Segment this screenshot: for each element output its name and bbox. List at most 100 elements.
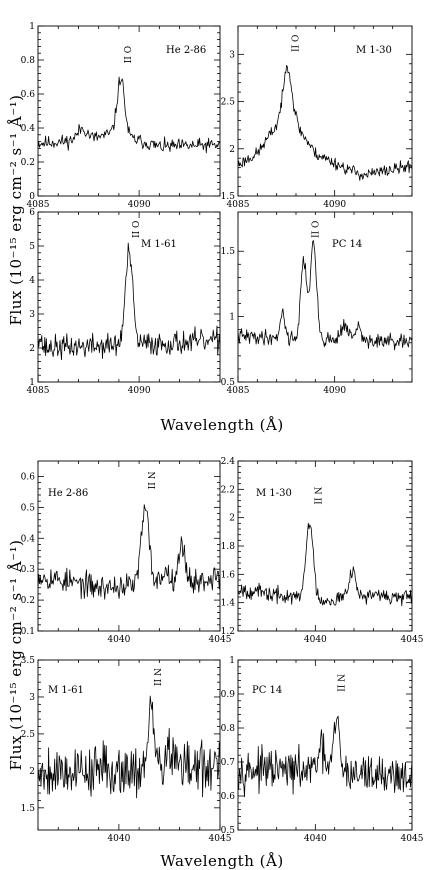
x-tick-label: 4040 bbox=[304, 834, 327, 844]
y-tick-label: 0.4 bbox=[21, 534, 36, 544]
y-tick-label: 3 bbox=[29, 693, 35, 703]
x-tick-label: 4045 bbox=[401, 635, 424, 645]
y-tick-label: 3 bbox=[29, 310, 35, 320]
y-axis-title-top: Flux (10⁻¹⁵ erg cm⁻² s⁻¹ Å⁻¹) bbox=[7, 95, 25, 326]
panel-4: 0.5 1 1.5 4085 4090 PC 14 O II bbox=[221, 211, 413, 396]
y-tick-label: 1.5 bbox=[221, 192, 236, 202]
y-tick-label: 0.3 bbox=[21, 565, 36, 575]
y-tick-label: 2 bbox=[229, 514, 235, 524]
y-tick-label: 0.5 bbox=[221, 378, 236, 388]
sample-name: PC 14 bbox=[252, 685, 282, 696]
y-tick-label: 0.6 bbox=[221, 792, 236, 802]
sample-name: PC 14 bbox=[332, 239, 362, 250]
y-tick-label: 2.2 bbox=[221, 485, 235, 495]
spectrum-line bbox=[37, 504, 221, 600]
x-tick-label: 4090 bbox=[323, 200, 346, 210]
y-tick-label: 1.2 bbox=[221, 627, 235, 637]
y-tick-label: 0.2 bbox=[21, 596, 35, 606]
panel-8: 0.5 0.6 0.7 0.8 0.9 1 4040 4045 PC 14 N II bbox=[221, 656, 424, 844]
y-tick-label: 0.6 bbox=[21, 472, 36, 482]
panel-2: 1.5 2 2.5 3 4085 4090 M 1-30 O II bbox=[221, 25, 413, 210]
y-tick-label: 0.9 bbox=[221, 690, 236, 700]
line-id-label: O II bbox=[121, 46, 131, 64]
sample-name: M 1-30 bbox=[356, 45, 392, 56]
y-tick-label: 0.8 bbox=[21, 56, 36, 66]
y-tick-label: 0.5 bbox=[21, 503, 36, 513]
y-tick-label: 6 bbox=[29, 208, 35, 218]
y-tick-label: 3 bbox=[229, 50, 235, 60]
x-tick-label: 4045 bbox=[401, 834, 424, 844]
spectrum-line bbox=[37, 76, 221, 154]
y-tick-label: 1 bbox=[229, 656, 235, 666]
y-tick-label: 1 bbox=[29, 378, 35, 388]
y-tick-label: 0.5 bbox=[221, 826, 236, 836]
line-id-label: O II bbox=[129, 221, 139, 239]
sample-name: He 2-86 bbox=[48, 488, 88, 499]
y-tick-label: 2 bbox=[229, 145, 235, 155]
y-tick-label: 1.5 bbox=[221, 247, 236, 257]
plot-frame bbox=[37, 25, 221, 197]
y-tick-label: 2.5 bbox=[21, 730, 36, 740]
x-tick-label: 4045 bbox=[209, 635, 232, 645]
sample-name: He 2-86 bbox=[166, 45, 206, 56]
spectrum-line bbox=[237, 522, 413, 607]
x-tick-label: 4085 bbox=[227, 200, 250, 210]
spectrum-line bbox=[237, 715, 413, 798]
line-id-label: O II bbox=[288, 35, 298, 53]
spectrum-line bbox=[37, 242, 221, 361]
x-tick-label: 4045 bbox=[209, 834, 232, 844]
panel-6: 1.2 1.4 1.6 1.8 2 2.2 2.4 4040 4045 M 1-30 N II bbox=[221, 457, 424, 645]
y-tick-label: 0.4 bbox=[21, 124, 36, 134]
y-tick-label: 1 bbox=[229, 313, 235, 323]
line-id-label: N II bbox=[151, 668, 161, 686]
plot-frame bbox=[37, 211, 221, 383]
y-tick-label: 2.4 bbox=[221, 457, 236, 467]
panel-7: 1.5 2 2.5 3 3.5 4040 4045 M 1-61 N II bbox=[21, 656, 232, 844]
panel-5: 0.1 0.2 0.3 0.4 0.5 0.6 4040 4045 He 2-86 N II bbox=[21, 460, 232, 645]
x-axis-title-bottom: Wavelength (Å) bbox=[160, 852, 283, 870]
x-tick-label: 4090 bbox=[128, 386, 151, 396]
y-tick-label: 0.1 bbox=[21, 627, 35, 637]
y-tick-label: 1 bbox=[29, 22, 35, 32]
x-tick-label: 4085 bbox=[27, 200, 50, 210]
sample-name: M 1-61 bbox=[48, 685, 84, 696]
panel-3: 1 2 3 4 5 6 4085 4090 M 1-61O II bbox=[27, 208, 221, 396]
spectrum-line bbox=[37, 695, 221, 799]
x-tick-label: 4040 bbox=[107, 834, 130, 844]
y-tick-label: 1.6 bbox=[221, 570, 236, 580]
y-tick-label: 3.5 bbox=[21, 656, 36, 666]
x-axis-title-top: Wavelength (Å) bbox=[160, 416, 283, 434]
y-tick-label: 1.8 bbox=[221, 542, 236, 552]
y-tick-label: 0.2 bbox=[21, 158, 35, 168]
line-id-label: O II bbox=[309, 221, 319, 239]
y-axis-title-bottom: Flux (10⁻¹⁵ erg cm⁻² s⁻¹ Å⁻¹) bbox=[7, 540, 25, 771]
y-tick-label: 0 bbox=[29, 192, 35, 202]
y-tick-label: 2 bbox=[29, 344, 35, 354]
plot-frame bbox=[237, 460, 413, 632]
x-tick-label: 4085 bbox=[27, 386, 50, 396]
y-tick-label: 0.6 bbox=[21, 90, 36, 100]
y-tick-label: 5 bbox=[29, 242, 35, 252]
y-tick-label: 4 bbox=[29, 276, 35, 286]
plot-frame bbox=[37, 659, 221, 831]
plot-frame bbox=[237, 659, 413, 831]
spectrum-line bbox=[237, 65, 413, 181]
x-tick-label: 4040 bbox=[107, 635, 130, 645]
y-tick-label: 2 bbox=[29, 767, 35, 777]
y-tick-label: 0.7 bbox=[221, 758, 236, 768]
x-tick-label: 4040 bbox=[304, 635, 327, 645]
panel-1: 0 0.2 0.4 0.6 0.8 1 4085 4090 He 2-86 O II bbox=[21, 22, 221, 210]
y-tick-label: 2.5 bbox=[221, 98, 236, 108]
x-tick-label: 4090 bbox=[128, 200, 151, 210]
sample-name: M 1-30 bbox=[256, 488, 292, 499]
sample-name: M 1-61 bbox=[141, 239, 177, 250]
y-tick-label: 0.8 bbox=[221, 724, 236, 734]
y-tick-label: 1.5 bbox=[21, 804, 36, 814]
plot-frame bbox=[237, 211, 413, 383]
x-tick-label: 4090 bbox=[323, 386, 346, 396]
line-id-label: N II bbox=[312, 487, 322, 505]
plot-frame bbox=[37, 460, 221, 632]
x-tick-label: 4085 bbox=[227, 386, 250, 396]
